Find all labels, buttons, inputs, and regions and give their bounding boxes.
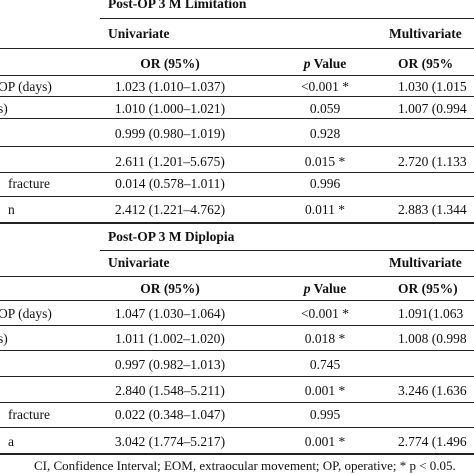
row-mor: 1.030 (1.015 [398,79,467,94]
row-rule [0,427,474,428]
row-label: s) [0,101,8,116]
row-label: a [8,434,14,449]
row-mor: 1.008 (0.998 [398,331,467,346]
row-p: 0.011 * [305,202,345,217]
row-label: OP (days) [0,79,52,94]
row-label: fracture [8,407,50,422]
row-mor: 2.883 (1.344 [398,202,467,217]
row-or: 0.999 (0.980–1.019) [114,126,226,141]
group-multivariate: Multivariate [389,26,462,41]
row-rule [0,376,474,377]
rule [100,250,474,251]
row-or: 1.010 (1.000–1.021) [114,101,226,116]
row-label: s) [0,331,8,346]
row-p: 0.745 [309,357,341,372]
row-or: 0.997 (0.982–1.013) [114,357,226,372]
row-p: 0.995 [309,407,341,422]
rule [0,75,474,76]
group-univariate: Univariate [108,26,170,41]
row-mor: 2.774 (1.496 [398,434,467,449]
row-label: fracture [8,176,50,191]
row-p: 0.001 * [304,434,346,449]
row-rule [0,325,474,326]
row-or: 3.042 (1.774–5.217) [114,434,226,449]
section-title-diplopia: Post-OP 3 M Diplopia [108,229,235,244]
row-mor: 1.091(1.063 [398,306,464,321]
row-rule [0,196,474,197]
col-or-header: OR (95%) [140,281,200,296]
row-mor: 2.720 (1.133 [398,154,467,169]
p-value-word: Value [310,281,347,296]
row-label: n [8,202,15,217]
row-mor: 3.246 (1.636 [398,383,467,398]
rule [0,48,474,49]
row-mor: 1.007 (0.994 [398,101,467,116]
row-rule [0,402,474,403]
group-multivariate: Multivariate [389,255,462,270]
p-symbol: p [303,56,311,71]
row-p: 0.996 [309,176,341,191]
row-p: <0.001 * [300,306,350,321]
row-p: 0.059 [309,101,341,116]
footnote: CI, Confidence Interval; EOM, extraocula… [34,458,456,473]
row-p: 0.928 [309,126,341,141]
col-or-multi-header: OR (95% [398,56,454,71]
row-label: OP (days) [0,306,52,321]
section-rule [0,222,474,224]
row-rule [0,350,474,351]
row-rule [0,146,474,147]
table-bottom-rule [0,453,474,455]
row-p: 0.001 * [304,383,346,398]
col-or-multi-header: OR (95%) [398,281,458,296]
rule [0,300,474,301]
row-or: 2.840 (1.548–5.211) [115,383,225,398]
row-or: 0.022 (0.348–1.047) [114,407,226,422]
row-or: 1.023 (1.010–1.037) [114,79,226,94]
col-p-header: p Value [280,56,370,72]
row-or: 1.047 (1.030–1.064) [114,306,226,321]
p-value-word: Value [310,56,347,71]
row-or: 1.011 (1.002–1.020) [115,331,225,346]
rule [100,18,474,19]
row-rule [0,118,474,119]
row-or: 0.014 (0.578–1.011) [115,176,225,191]
row-or: 2.611 (1.201–5.675) [115,154,225,169]
p-symbol: p [303,281,311,296]
row-rule [0,172,474,173]
rule [0,276,474,277]
row-or: 2.412 (1.221–4.762) [114,202,226,217]
row-p: <0.001 * [300,79,350,94]
row-p: 0.018 * [304,331,346,346]
col-p-header: p Value [280,281,370,297]
section-title-limitation: Post-OP 3 M Limitation [108,0,247,11]
row-rule [0,96,474,97]
row-p: 0.015 * [304,154,346,169]
group-univariate: Univariate [108,255,170,270]
col-or-header: OR (95%) [140,56,200,71]
